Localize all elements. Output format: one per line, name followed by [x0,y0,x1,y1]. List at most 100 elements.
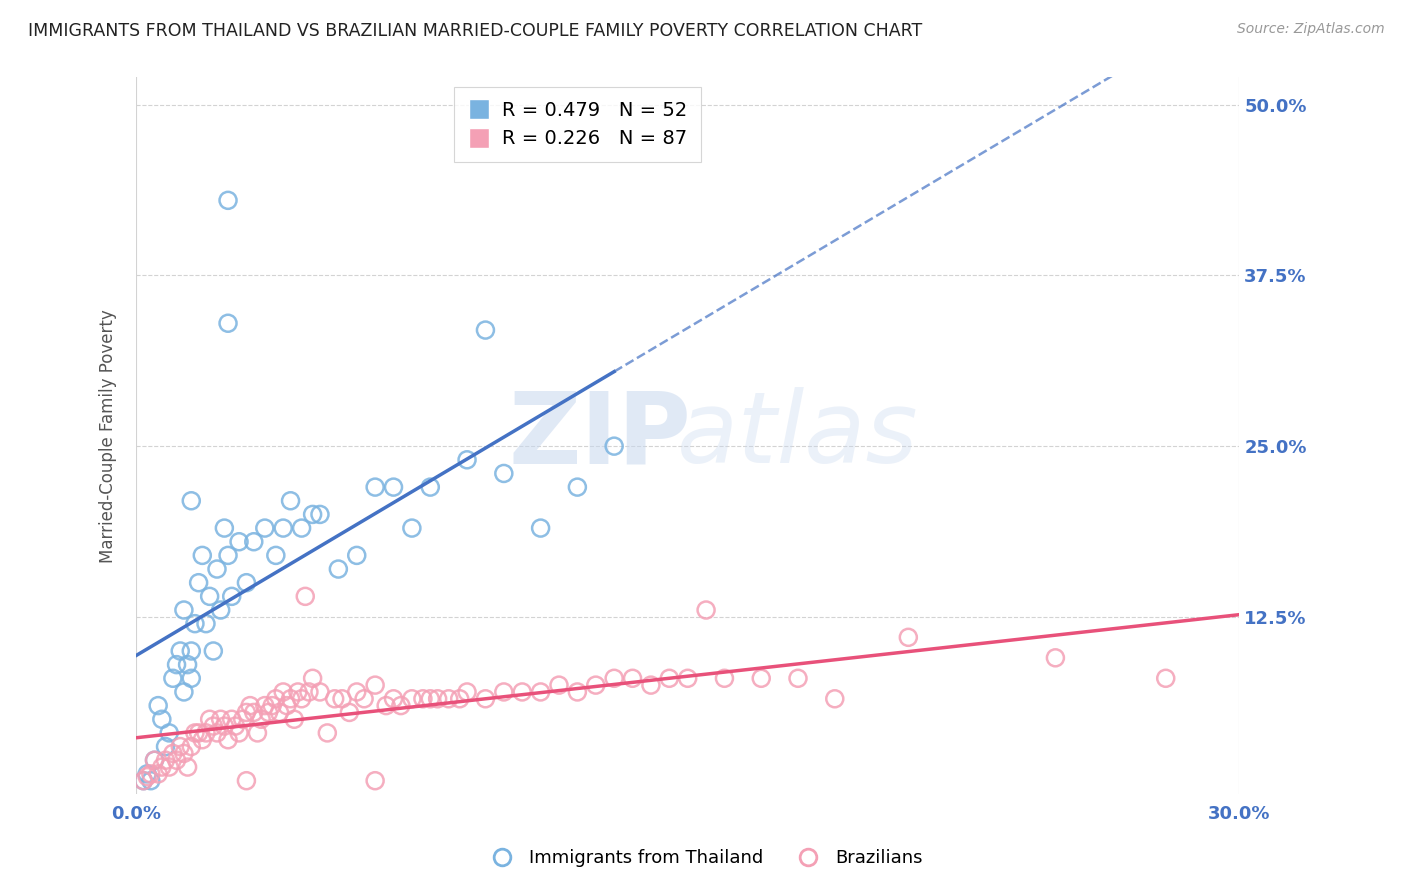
Point [146,767,169,781]
Point [253,698,276,713]
Point [585,678,607,692]
Point [290,521,312,535]
Point [382,480,405,494]
Point [437,691,460,706]
Point [246,726,269,740]
Point [323,691,346,706]
Point [474,691,496,706]
Point [492,685,515,699]
Point [658,671,681,685]
Point [217,316,239,330]
Point [456,685,478,699]
Point [187,575,209,590]
Point [419,480,441,494]
Point [346,549,368,563]
Point [603,671,626,685]
Point [328,562,350,576]
Point [235,773,257,788]
Point [449,691,471,706]
Point [205,562,228,576]
Point [221,590,243,604]
Point [510,685,533,699]
Point [221,712,243,726]
Point [276,698,298,713]
Point [548,678,571,692]
Point [337,706,360,720]
Point [787,671,810,685]
Point [271,685,294,699]
Point [749,671,772,685]
Point [353,691,375,706]
Point [290,691,312,706]
Point [217,732,239,747]
Y-axis label: Married-Couple Family Poverty: Married-Couple Family Poverty [100,309,117,563]
Point [214,719,236,733]
Point [217,549,239,563]
Point [191,549,214,563]
Point [136,770,159,784]
Point [162,671,184,685]
Point [426,691,449,706]
Point [287,685,309,699]
Point [603,439,626,453]
Point [176,760,198,774]
Point [419,691,441,706]
Point [205,726,228,740]
Point [155,753,177,767]
Point [389,698,412,713]
Point [529,521,551,535]
Point [235,706,257,720]
Point [209,712,232,726]
Point [132,773,155,788]
Point [242,534,264,549]
Text: ZIP: ZIP [508,387,690,484]
Point [364,480,387,494]
Point [169,739,191,754]
Point [202,719,225,733]
Point [1154,671,1177,685]
Point [346,685,368,699]
Point [283,712,305,726]
Point [198,712,221,726]
Point [621,671,644,685]
Point [298,685,321,699]
Point [214,521,236,535]
Point [194,726,217,740]
Point [139,767,162,781]
Point [228,726,250,740]
Point [474,323,496,337]
Point [567,685,589,699]
Point [139,773,162,788]
Point [198,590,221,604]
Point [176,657,198,672]
Point [264,549,287,563]
Point [217,194,239,208]
Point [330,691,353,706]
Point [166,753,188,767]
Point [143,753,166,767]
Legend: Immigrants from Thailand, Brazilians: Immigrants from Thailand, Brazilians [477,842,929,874]
Text: IMMIGRANTS FROM THAILAND VS BRAZILIAN MARRIED-COUPLE FAMILY POVERTY CORRELATION : IMMIGRANTS FROM THAILAND VS BRAZILIAN MA… [28,22,922,40]
Point [194,616,217,631]
Point [280,493,302,508]
Text: atlas: atlas [678,387,920,484]
Point [173,747,195,761]
Point [364,678,387,692]
Point [640,678,662,692]
Text: Source: ZipAtlas.com: Source: ZipAtlas.com [1237,22,1385,37]
Point [1045,650,1067,665]
Point [242,706,264,720]
Point [294,590,316,604]
Point [157,760,180,774]
Point [191,732,214,747]
Point [166,657,188,672]
Point [412,691,434,706]
Point [180,493,202,508]
Point [364,773,387,788]
Point [143,753,166,767]
Point [301,671,323,685]
Point [271,521,294,535]
Point [264,691,287,706]
Point [209,603,232,617]
Point [169,644,191,658]
